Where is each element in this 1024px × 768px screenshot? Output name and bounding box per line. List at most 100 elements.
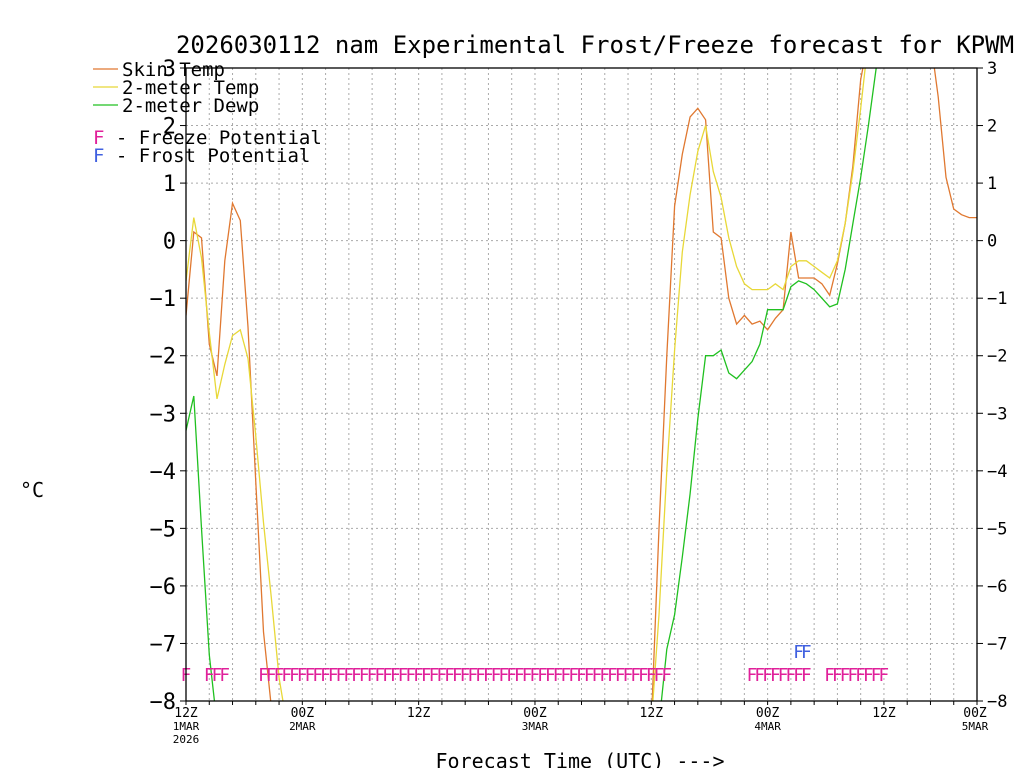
freeze-potential-marker: F: [499, 665, 509, 686]
freeze-potential-marker: F: [615, 665, 625, 686]
y-tick-label-right: 0: [987, 232, 997, 252]
frost-potential-marker: F: [793, 642, 803, 663]
freeze-potential-marker: F: [793, 665, 803, 686]
freeze-potential-marker: F: [413, 665, 423, 686]
freeze-potential-marker: F: [297, 665, 307, 686]
freeze-potential-marker: F: [328, 665, 338, 686]
freeze-potential-marker: F: [538, 665, 548, 686]
x-tick-label: 00Z: [523, 706, 547, 721]
freeze-potential-marker: F: [390, 665, 400, 686]
y-tick-label-left: −4: [150, 460, 177, 485]
freeze-potential-marker: F: [623, 665, 633, 686]
y-tick-label-left: −8: [150, 690, 177, 715]
freeze-potential-marker: F: [344, 665, 354, 686]
freeze-potential-marker: F: [351, 665, 361, 686]
freeze-potential-marker: F: [607, 665, 617, 686]
freeze-potential-marker: F: [491, 665, 501, 686]
marker-legend-entry: F - Freeze Potential: [93, 127, 322, 149]
series-line-2-meter-dewp: [186, 68, 877, 701]
x-tick-sublabel-date: 4MAR: [754, 720, 781, 733]
freeze-potential-marker: F: [855, 665, 865, 686]
freeze-potential-marker: F: [460, 665, 470, 686]
x-tick-sublabel-date: 1MAR: [173, 720, 200, 733]
freeze-potential-marker: F: [444, 665, 454, 686]
legend-entry: 2-meter Dewp: [122, 95, 259, 117]
y-tick-label-left: −7: [150, 632, 177, 657]
freeze-potential-marker: F: [220, 665, 230, 686]
freeze-potential-marker: F: [483, 665, 493, 686]
x-tick-sublabel-date: 3MAR: [522, 720, 549, 733]
freeze-potential-marker: F: [437, 665, 447, 686]
freeze-potential-marker: F: [801, 665, 811, 686]
freeze-potential-marker: F: [545, 665, 555, 686]
legend-entry: Skin Temp: [122, 59, 225, 81]
x-axis-label: Forecast Time (UTC) --->: [436, 749, 725, 768]
series-group: [186, 68, 977, 701]
x-tick-label: 12Z: [407, 706, 431, 721]
y-tick-label-left: −2: [150, 345, 177, 370]
freeze-potential-marker: F: [569, 665, 579, 686]
freeze-potential-marker: F: [654, 665, 664, 686]
y-tick-label-left: −6: [150, 575, 177, 600]
y-tick-label-right: −2: [987, 347, 1007, 367]
y-tick-label-left: −1: [150, 287, 177, 312]
y-tick-label-left: 0: [163, 230, 176, 255]
freeze-potential-marker: F: [600, 665, 610, 686]
y-tick-label-left: −5: [150, 517, 177, 542]
x-tick-label: 12Z: [174, 706, 198, 721]
freeze-potential-marker: F: [289, 665, 299, 686]
legend-entry: 2-meter Temp: [122, 77, 259, 99]
freeze-potential-marker: F: [631, 665, 641, 686]
y-tick-label-right: −1: [987, 289, 1007, 309]
x-tick-label: 00Z: [963, 706, 987, 721]
freeze-potential-marker: F: [313, 665, 323, 686]
frost-potential-marker: F: [801, 642, 811, 663]
freeze-potential-marker: F: [266, 665, 276, 686]
x-tick-label: 00Z: [756, 706, 780, 721]
freeze-potential-marker: F: [879, 665, 889, 686]
x-tick-sublabel-date: 2MAR: [289, 720, 316, 733]
freeze-potential-marker: F: [778, 665, 788, 686]
freeze-potential-marker: F: [770, 665, 780, 686]
freeze-potential-marker: F: [320, 665, 330, 686]
freeze-potential-marker: F: [840, 665, 850, 686]
freeze-potential-marker: F: [871, 665, 881, 686]
freeze-potential-marker: F: [359, 665, 369, 686]
freeze-potential-marker: F: [832, 665, 842, 686]
freeze-potential-marker: F: [398, 665, 408, 686]
freeze-potential-marker: F: [747, 665, 757, 686]
freeze-potential-marker: F: [375, 665, 385, 686]
plot-frame: [185, 67, 978, 702]
y-tick-label-left: 3: [163, 57, 176, 82]
freeze-potential-marker: F: [282, 665, 292, 686]
freeze-potential-marker: F: [848, 665, 858, 686]
freeze-potential-marker: F: [468, 665, 478, 686]
y-tick-label-left: −3: [150, 402, 177, 427]
marker-legend-text: - Frost Potential: [104, 145, 310, 167]
freeze-potential-marker: F: [576, 665, 586, 686]
freeze-potential-marker: F: [662, 665, 672, 686]
freeze-potential-marker: F: [367, 665, 377, 686]
marker-legend-letter: F: [93, 145, 104, 167]
y-tick-label-right: −4: [987, 462, 1007, 482]
freeze-potential-marker: F: [863, 665, 873, 686]
freeze-potential-marker: F: [258, 665, 268, 686]
freeze-potential-marker: F: [553, 665, 563, 686]
marker-legend-letter: F: [93, 127, 104, 149]
freeze-potential-marker: F: [514, 665, 524, 686]
y-tick-label-left: 1: [163, 172, 176, 197]
freeze-potential-marker: F: [212, 665, 222, 686]
y-tick-label-right: −3: [987, 404, 1007, 424]
y-tick-label-right: 2: [987, 117, 997, 137]
y-tick-label-right: −5: [987, 519, 1007, 539]
freeze-potential-marker: F: [382, 665, 392, 686]
freeze-potential-marker: F: [522, 665, 532, 686]
freeze-potential-marker: F: [476, 665, 486, 686]
y-tick-label-right: −6: [987, 577, 1007, 597]
y-tick-label-right: 3: [987, 59, 997, 79]
freeze-potential-marker: F: [755, 665, 765, 686]
freeze-potential-marker: F: [646, 665, 656, 686]
freeze-potential-marker: F: [429, 665, 439, 686]
freeze-potential-marker: F: [305, 665, 315, 686]
